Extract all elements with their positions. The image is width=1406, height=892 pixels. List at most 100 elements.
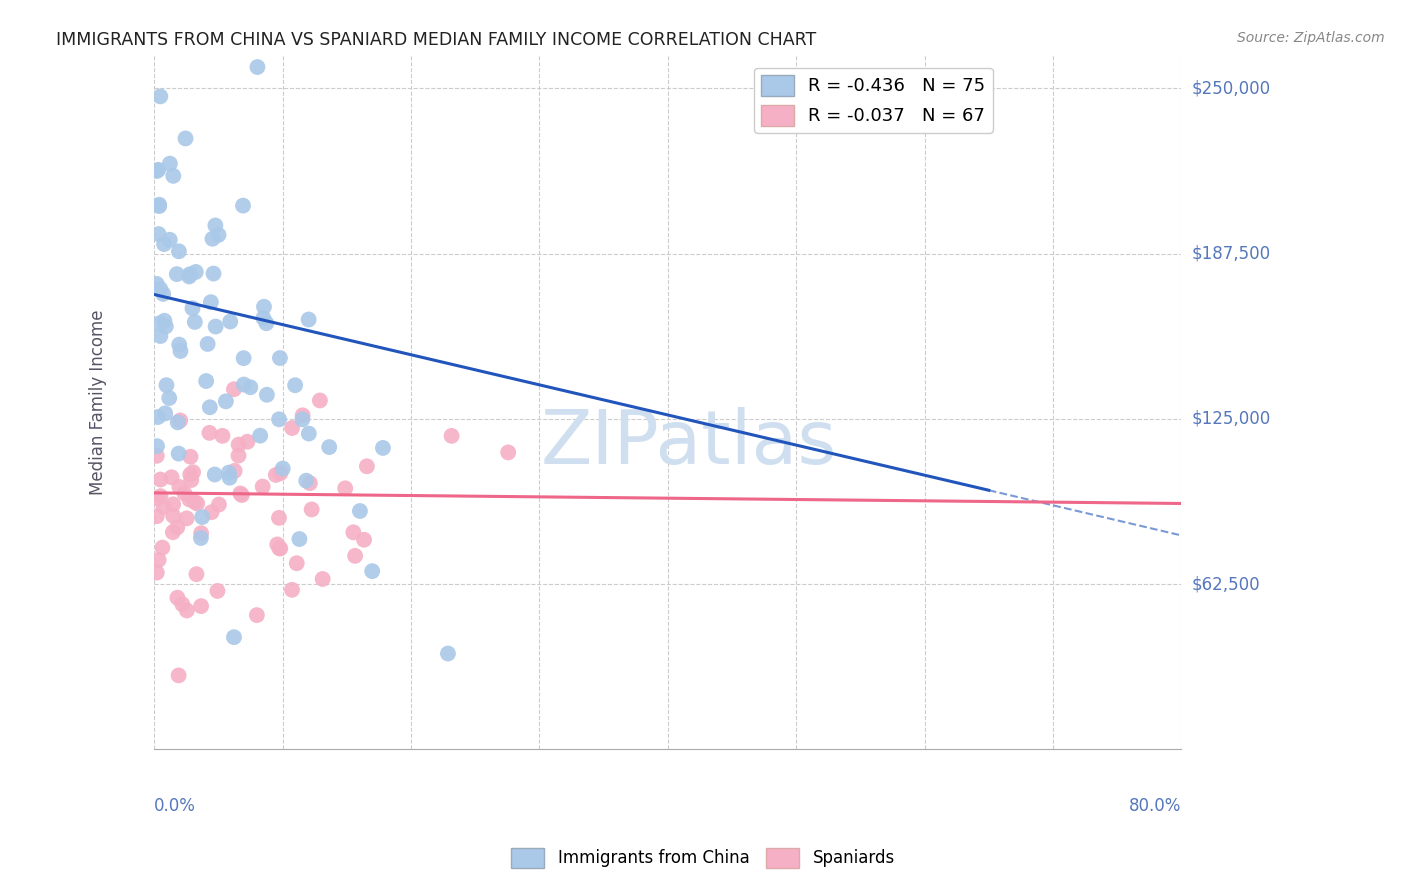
Point [361,564,384,578]
Point [191,510,214,524]
Point [176,511,198,525]
Point [176,603,198,617]
Point [173,486,195,500]
Point [269,541,291,556]
Point [146,410,169,425]
Point [252,311,274,326]
Point [218,471,240,485]
Point [335,481,357,495]
Point [197,337,219,351]
Text: ZIPatlas: ZIPatlas [540,408,837,481]
Point [162,497,184,511]
Point [269,466,291,480]
Point [198,425,221,440]
Point [284,378,307,392]
Point [246,608,269,623]
Point [232,351,254,366]
Point [146,277,169,291]
Point [246,60,269,74]
Point [440,429,463,443]
Point [162,508,184,523]
Text: 0.0%: 0.0% [155,797,195,815]
Point [146,439,169,453]
Point [190,599,212,614]
Point [181,465,204,479]
Text: Median Family Income: Median Family Income [89,310,107,495]
Point [288,532,311,546]
Point [253,300,276,314]
Point [159,233,181,247]
Point [153,406,176,420]
Point [204,219,226,233]
Point [146,566,169,580]
Point [298,476,321,491]
Point [155,319,177,334]
Point [181,301,204,316]
Point [169,480,191,494]
Point [149,282,172,296]
Point [159,156,181,170]
Point [146,164,169,178]
Point [148,317,170,331]
Point [179,267,201,281]
Point [218,466,240,480]
Point [267,511,290,525]
Point [239,380,262,394]
Point [190,526,212,541]
Point [298,312,321,326]
Point [149,473,172,487]
Text: IMMIGRANTS FROM CHINA VS SPANIARD MEDIAN FAMILY INCOME CORRELATION CHART: IMMIGRANTS FROM CHINA VS SPANIARD MEDIAN… [56,31,817,49]
Point [254,316,277,330]
Point [167,668,190,682]
Point [149,89,172,103]
Point [298,426,321,441]
Point [200,505,222,519]
Point [204,319,226,334]
Point [179,492,201,507]
Point [266,537,288,551]
Point [252,479,274,493]
Point [264,467,287,482]
Point [162,169,184,183]
Point [309,393,332,408]
Point [148,162,170,177]
Point [166,415,188,429]
Point [169,413,191,427]
Point [202,267,225,281]
Point [155,378,177,392]
Point [281,421,304,435]
Point [200,295,222,310]
Point [184,265,207,279]
Text: $62,500: $62,500 [1192,575,1260,593]
Point [228,437,250,451]
Point [195,374,218,388]
Point [180,473,202,487]
Point [207,227,229,242]
Point [174,131,197,145]
Point [236,434,259,449]
Text: 80.0%: 80.0% [1129,797,1181,815]
Point [149,329,172,343]
Point [311,572,333,586]
Point [232,199,254,213]
Point [162,525,184,540]
Point [285,556,308,570]
Point [269,541,291,556]
Point [256,388,278,402]
Point [184,315,207,329]
Point [271,461,294,475]
Legend: Immigrants from China, Spaniards: Immigrants from China, Spaniards [505,841,901,875]
Point [344,549,367,563]
Point [222,382,245,396]
Point [215,394,238,409]
Point [166,520,188,534]
Point [172,597,194,611]
Point [190,531,212,545]
Point [437,647,460,661]
Point [153,314,176,328]
Point [208,498,231,512]
Point [342,525,364,540]
Point [166,591,188,605]
Point [153,237,176,252]
Point [169,343,191,358]
